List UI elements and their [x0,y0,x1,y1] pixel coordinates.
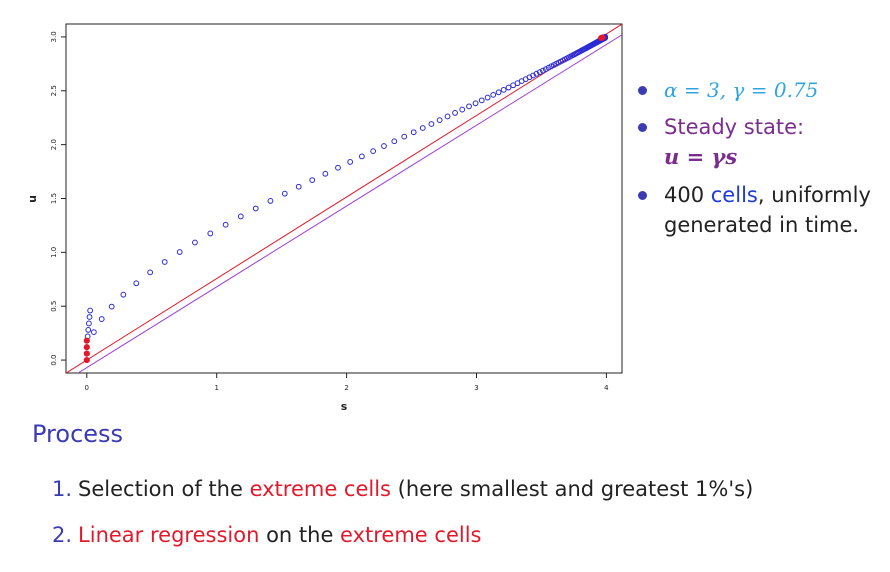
cell-point [309,177,316,183]
step-number: 2. [52,523,73,547]
cells-word: cells [710,183,758,207]
step2-text: on the [259,523,341,547]
x-tick-label: 4 [604,384,609,392]
cell-point [237,213,244,220]
cell-point [542,66,549,73]
x-tick-label: 3 [474,384,478,392]
cell-point [87,307,94,314]
extreme-cells-high [599,34,606,41]
bullet-dot [638,191,647,200]
cell-point [335,164,341,171]
regression-line [66,24,622,373]
bullet-list: α = 3, γ = 0.75 Steady state: u = γs 400… [636,76,886,240]
x-tick-label: 0 [85,384,89,392]
cell-point [85,327,92,333]
cell-point [347,159,354,165]
cell-point [436,117,443,124]
cell-point [490,91,497,98]
cell-point [391,138,398,145]
cell-point [381,143,387,149]
y-tick-label: 0.5 [50,301,58,312]
scatter-plot: 0 1 2 3 4 0.0 0.5 1.0 1.5 2.0 2.5 3.0 s u [26,23,623,413]
cell-point [536,69,543,76]
cell-point [452,110,458,116]
y-tick-label: 3.0 [50,31,58,42]
process-step-1: 1. Selection of the extreme cells (here s… [52,474,753,504]
steady-state-equation: u = γs [664,144,738,169]
cell-point [90,329,97,336]
process-steps: 1. Selection of the extreme cells (here s… [52,474,753,566]
cell-point [510,82,517,89]
x-axis-label: s [341,400,348,413]
y-tick-label: 0.0 [50,355,58,366]
cell-point [505,84,512,91]
cell-point [495,89,502,96]
cell-point [370,148,377,155]
steady-state-label: Steady state: [664,115,805,139]
bullet-dot [638,86,647,95]
x-tick-label: 2 [344,384,348,392]
cell-point [459,106,466,113]
bullet-steady-state: Steady state: u = γs [636,112,886,172]
step2-highlight-regression: Linear regression [78,523,260,547]
cell-point [533,70,540,77]
cells-count: 400 [664,183,711,207]
cell-point [120,291,127,298]
extreme-cells-low [83,337,90,344]
process-step-2: 2. Linear regression on the extreme cells [52,520,753,550]
cells-description: , uniformly generated in time. [664,183,871,237]
step1-highlight: extreme cells [249,477,391,501]
cell-point [295,183,302,190]
cell-point [500,86,507,93]
cell-point [410,129,417,136]
bullet-dot [638,123,647,132]
cell-point [85,320,92,327]
cell-point [98,316,105,322]
cell-point [322,170,329,177]
extreme-cells-low [83,356,90,364]
x-tick-label: 1 [214,384,218,392]
cell-point [444,113,451,120]
cell-point [472,100,479,107]
cell-point [419,125,426,131]
true-steady-state [77,34,622,373]
cell-point [192,239,198,246]
step-number: 1. [52,477,73,501]
extreme-cells-low [83,344,90,351]
cell-point [161,259,168,265]
y-tick-label: 1.0 [50,247,58,258]
cell-point [267,198,274,204]
bullet-parameters: α = 3, γ = 0.75 [636,76,886,106]
y-axis-label: u [26,195,39,203]
cell-point [207,230,214,237]
cell-point [466,103,472,110]
y-tick-label: 2.0 [50,139,58,150]
cell-point [176,249,183,255]
cell-point [133,280,140,287]
cell-point [222,221,229,228]
cell-point [539,67,546,74]
step1-note: (here smallest and greatest 1%'s) [391,477,754,501]
y-tick-label: 2.5 [50,85,58,96]
cell-point [358,153,365,160]
step2-highlight-cells: extreme cells [340,523,482,547]
cell-point [108,303,115,310]
cell-point [281,190,288,197]
cell-point [428,121,435,127]
cell-point [252,205,259,212]
y-tick-label: 1.5 [50,193,58,204]
cell-point [86,314,93,320]
step1-text: Selection of the [78,477,250,501]
cell-point [484,94,491,101]
cell-point [401,133,408,140]
bullet-cells: 400 cells, uniformly generated in time. [636,180,886,240]
parameters-text: α = 3, γ = 0.75 [664,78,819,102]
cell-point [478,97,485,104]
process-title: Process [32,420,124,448]
extreme-cells-low [83,350,90,357]
cell-point [147,269,154,276]
